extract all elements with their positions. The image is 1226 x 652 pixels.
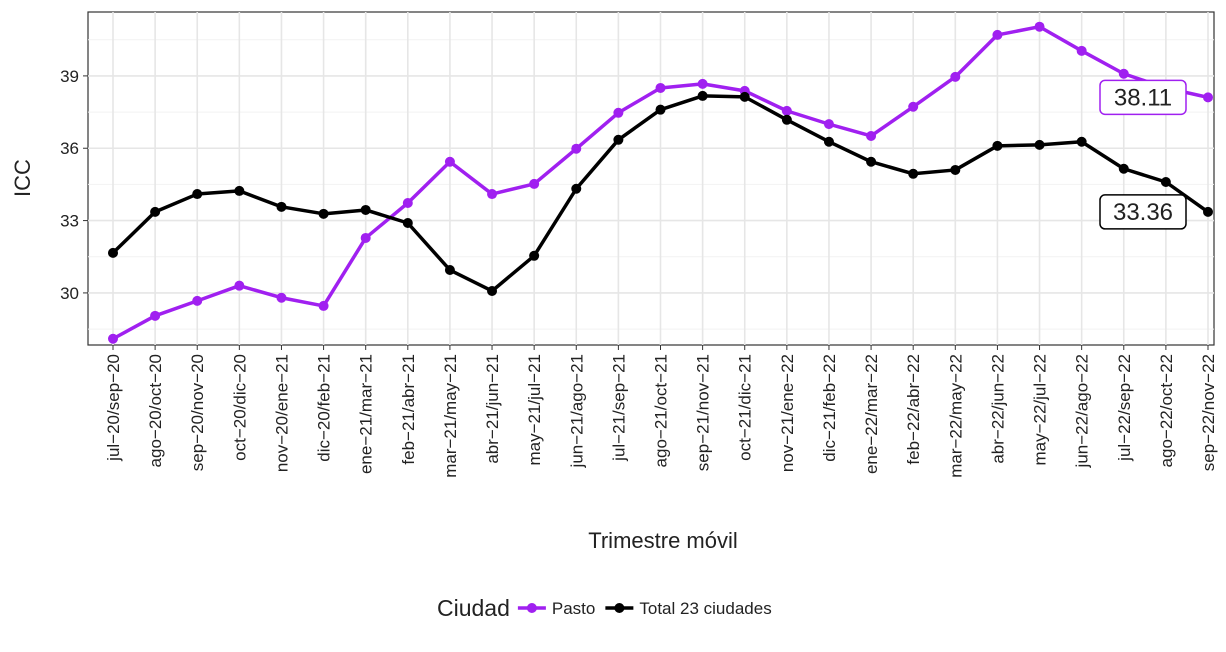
point [529,250,540,261]
point [613,107,624,118]
x-tick-label: ene−21/mar−21 [357,354,376,474]
end-label-text: 33.36 [1113,199,1173,226]
x-tick-label: sep−20/nov−20 [188,354,207,471]
x-tick-label: mar−21/may−21 [441,354,460,478]
point [781,114,792,125]
point [950,164,961,175]
point [1034,139,1045,150]
point [1076,136,1087,147]
point [150,206,161,217]
point [823,136,834,147]
legend-label: Pasto [552,599,595,618]
point [571,143,582,154]
x-tick-label: jun−22/ago−22 [1073,354,1092,468]
point [1203,92,1213,103]
x-tick-label: ago−20/oct−20 [146,354,165,467]
point [276,201,287,212]
point [444,156,455,167]
point [992,29,1003,40]
point [150,310,161,321]
point [108,333,118,344]
point [908,168,919,179]
legend-title: Ciudad [437,595,510,621]
x-tick-label: jul−21/sep−21 [609,354,628,462]
y-tick-label: 36 [60,139,79,158]
point [444,265,455,276]
y-axis-title: ICC [10,159,35,197]
y-tick-label: 30 [60,284,79,303]
point [108,247,118,258]
x-tick-label: dic−20/feb−21 [315,354,334,462]
x-tick-label: feb−22/abr−22 [904,354,923,465]
point [318,208,329,219]
point [613,134,624,145]
end-label: 38.11 [1099,79,1187,116]
x-tick-label: abr−21/jun−21 [483,354,502,464]
point [1034,21,1045,32]
point [487,189,498,200]
point [360,232,371,243]
point [318,300,329,311]
point [1160,176,1171,187]
point [1118,163,1129,174]
x-tick-label: may−22/jul−22 [1031,354,1050,466]
point [992,140,1003,151]
point [1203,206,1213,217]
point [402,217,413,228]
point [781,105,792,116]
x-tick-label: ago−22/oct−22 [1157,354,1176,467]
end-label-box [1099,194,1187,230]
point [950,71,961,82]
point [866,156,877,167]
point [234,280,245,291]
x-tick-label: feb−21/abr−21 [399,354,418,465]
point [487,285,498,296]
point [276,292,287,303]
point [360,204,371,215]
point [1118,68,1129,79]
point [866,130,877,141]
legend-swatch-point [526,603,537,613]
legend-label: Total 23 ciudades [639,599,771,618]
point [402,197,413,208]
point [823,119,834,130]
legend: Ciudad Pasto Total 23 ciudades [437,595,772,621]
point [655,104,666,115]
point [1076,45,1087,56]
point [192,295,203,306]
x-tick-label: ago−21/oct−21 [652,354,671,467]
point [908,101,919,112]
legend-swatch-point [614,603,625,613]
x-tick-label: mar−22/may−22 [946,354,965,478]
panel [87,11,1215,346]
y-tick-label: 33 [60,212,79,231]
x-tick-label: oct−21/dic−21 [736,354,755,461]
x-tick-label: oct−20/dic−20 [230,354,249,461]
end-label: 33.36 [1099,194,1187,230]
point [571,183,582,194]
end-label-box [1099,79,1187,116]
y-tick-label: 39 [60,67,79,86]
x-tick-label: sep−22/nov−22 [1199,354,1218,471]
point [192,189,203,200]
point [234,185,245,196]
x-tick-label: nov−21/ene−22 [778,354,797,472]
x-tick-label: sep−21/nov−21 [694,354,713,471]
point [529,178,540,189]
point [697,90,708,101]
x-tick-label: abr−22/jun−22 [988,354,1007,464]
x-tick-label: jul−20/sep−20 [104,354,123,462]
point [739,91,750,102]
point [697,78,708,89]
point [655,82,666,93]
x-tick-label: jul−22/sep−22 [1115,354,1134,462]
x-tick-label: may−21/jul−21 [525,354,544,466]
x-tick-label: dic−21/feb−22 [820,354,839,462]
end-label-text: 38.11 [1114,84,1172,111]
x-tick-label: ene−22/mar−22 [862,354,881,474]
x-axis-title: Trimestre móvil [588,528,738,553]
x-tick-label: nov−20/ene−21 [272,354,291,472]
x-tick-label: jun−21/ago−21 [567,354,586,468]
